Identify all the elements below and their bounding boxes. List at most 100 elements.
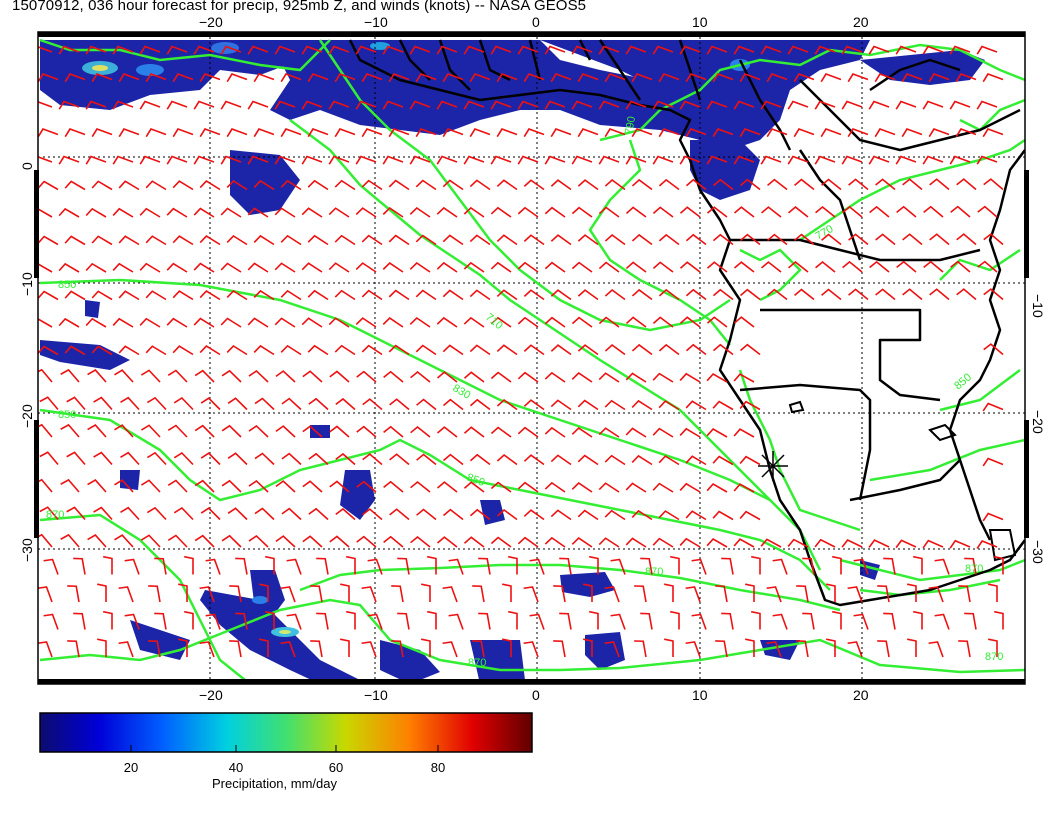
wind-barb xyxy=(598,427,620,438)
wind-barb xyxy=(93,396,113,411)
wind-barb xyxy=(712,400,734,411)
wind-barb xyxy=(550,128,572,138)
wind-barb xyxy=(679,206,701,218)
wind-barb xyxy=(589,555,599,575)
wind-barb xyxy=(463,371,485,383)
wind-barb xyxy=(362,398,383,411)
wind-barb xyxy=(832,555,842,575)
wind-barb xyxy=(328,155,350,165)
lon-tick: −20 xyxy=(199,687,223,703)
wind-barb xyxy=(739,343,761,356)
wind-barb xyxy=(193,207,215,218)
wind-barb xyxy=(60,478,80,493)
wind-barb xyxy=(896,260,917,273)
wind-barb xyxy=(415,344,437,356)
wind-barb xyxy=(463,155,485,165)
wind-barb xyxy=(383,425,404,438)
wind-barb xyxy=(796,585,809,603)
wind-barb xyxy=(956,178,977,191)
wind-barb xyxy=(658,510,680,521)
wind-barb xyxy=(821,233,842,246)
wind-barb xyxy=(634,585,647,603)
wind-barb xyxy=(640,612,653,630)
wind-barb xyxy=(38,368,53,383)
wind-barb xyxy=(604,454,626,466)
wind-barb xyxy=(38,641,53,658)
wind-barb xyxy=(472,585,485,603)
height-contours xyxy=(39,38,1025,684)
wind-barb xyxy=(913,610,923,630)
wind-barb xyxy=(553,585,566,603)
wind-barb xyxy=(118,235,140,246)
wind-barb xyxy=(139,45,161,55)
wind-barb xyxy=(766,641,782,658)
wind-barb xyxy=(427,610,437,630)
wind-barb xyxy=(928,641,944,658)
wind-barb xyxy=(706,537,728,548)
wind-barb xyxy=(907,638,917,657)
wind-barb xyxy=(472,640,485,658)
wind-barb xyxy=(550,179,572,191)
wind-barb xyxy=(355,100,377,110)
wind-barb xyxy=(853,558,869,575)
wind-barb xyxy=(442,586,458,603)
wind-barb xyxy=(706,206,728,218)
wind-barb xyxy=(652,427,674,438)
wind-barb xyxy=(577,179,599,191)
wind-barb xyxy=(874,128,896,138)
wind-barb xyxy=(173,396,194,411)
coastlines-borders xyxy=(348,39,1025,607)
wind-barb xyxy=(604,73,626,83)
wind-barb xyxy=(139,155,161,165)
lon-ticks-bottom: −20 −10 0 10 20 xyxy=(199,687,869,703)
wind-barb xyxy=(550,234,572,246)
wind-barb xyxy=(397,612,410,630)
wind-barb xyxy=(679,261,701,273)
wind-barb xyxy=(739,288,761,301)
wind-barb xyxy=(652,206,674,218)
wind-barb xyxy=(874,73,896,83)
wind-barb xyxy=(93,506,113,521)
wind-barb xyxy=(848,233,869,246)
wind-barb xyxy=(436,316,458,328)
wind-barb xyxy=(442,234,464,246)
wind-barb xyxy=(166,45,188,55)
wind-barb xyxy=(60,533,80,548)
wind-barb xyxy=(976,540,998,549)
lat-tick: 0 xyxy=(19,162,35,170)
wind-barb xyxy=(733,373,755,383)
wind-barb xyxy=(745,583,755,602)
wind-barb xyxy=(329,425,350,438)
wind-barb xyxy=(787,155,809,165)
wind-barb xyxy=(469,179,491,191)
wind-barb xyxy=(226,344,248,356)
wind-barb xyxy=(38,478,53,493)
wind-barb xyxy=(983,233,1004,246)
wind-barb xyxy=(97,638,107,657)
contour-label: 790 xyxy=(623,115,638,135)
wind-barb xyxy=(706,261,728,273)
wind-barb xyxy=(64,345,86,356)
wind-barb xyxy=(496,73,518,83)
wind-barb xyxy=(577,128,599,138)
wind-barb xyxy=(274,100,296,110)
wind-barb xyxy=(751,610,761,630)
wind-barb xyxy=(409,206,431,218)
wind-barb xyxy=(248,369,269,383)
colorbar-tick-label: 60 xyxy=(328,760,344,775)
wind-barb xyxy=(302,425,323,438)
wind-barb xyxy=(120,506,140,521)
wind-barb xyxy=(199,180,221,191)
wind-barb xyxy=(307,344,329,356)
wind-barb xyxy=(220,317,242,328)
wind-barb xyxy=(772,613,788,630)
wind-barb xyxy=(598,261,620,273)
wind-barb xyxy=(625,206,647,218)
wind-barb xyxy=(437,536,458,548)
lat-tick: −10 xyxy=(19,272,35,296)
wind-barb xyxy=(334,344,356,356)
wind-barb xyxy=(841,45,863,55)
lat-lon-grid xyxy=(38,32,1025,684)
wind-barb xyxy=(469,508,491,521)
